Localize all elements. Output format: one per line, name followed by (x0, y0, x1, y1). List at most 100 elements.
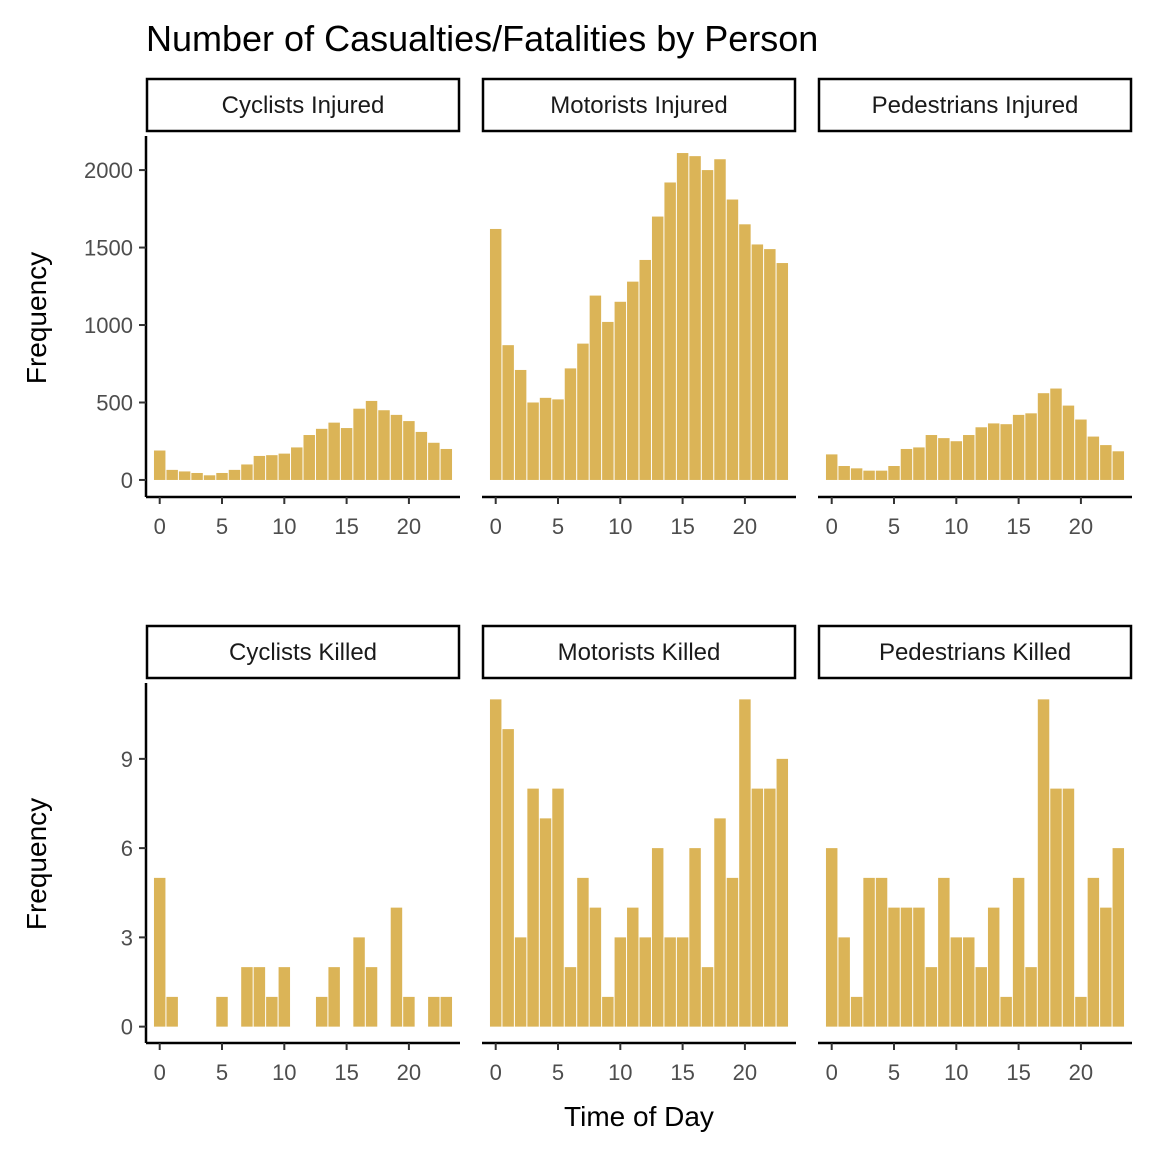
x-tick-label-cyclists-injured-10: 10 (272, 514, 296, 539)
bar-pedestrians-killed-10 (950, 937, 963, 1027)
x-tick-label-pedestrians-killed-20: 20 (1069, 1060, 1093, 1085)
bar-cyclists-injured-18 (378, 410, 390, 480)
bar-motorists-killed-19 (726, 877, 739, 1027)
bar-cyclists-injured-5 (216, 472, 228, 480)
x-tick-label-cyclists-injured-5: 5 (216, 514, 228, 539)
bar-cyclists-killed-14 (328, 967, 340, 1027)
panel-cyclists-injured: Cyclists Injured 0 500 1000 1500 2000 0 5 10 15 20 (84, 77, 461, 539)
bar-cyclists-killed-9 (266, 996, 278, 1027)
bar-pedestrians-injured-11 (963, 435, 975, 480)
bar-motorists-killed-21 (751, 788, 764, 1027)
bar-cyclists-killed-7 (241, 967, 253, 1027)
bar-pedestrians-injured-7 (913, 447, 925, 480)
bar-cyclists-killed-1 (166, 996, 178, 1027)
x-tick-label-pedestrians-killed-10: 10 (944, 1060, 968, 1085)
bar-cyclists-injured-2 (178, 471, 191, 480)
bar-motorists-killed-4 (539, 818, 552, 1027)
x-tick-label-pedestrians-injured-15: 15 (1006, 514, 1030, 539)
bar-cyclists-injured-22 (428, 442, 440, 480)
bar-pedestrians-killed-20 (1075, 996, 1087, 1027)
panel-motorists-injured: Motorists Injured 0 5 10 15 20 (481, 77, 797, 539)
strip-label-pedestrians-killed: Pedestrians Killed (879, 639, 1071, 666)
x-tick-label-motorists-injured-5: 5 (552, 514, 564, 539)
bar-cyclists-injured-13 (315, 428, 328, 480)
bar-cyclists-injured-8 (253, 455, 266, 480)
bar-cyclists-killed-8 (253, 967, 266, 1027)
panel-pedestrians-injured: Pedestrians Injured 0 5 10 15 20 (817, 77, 1133, 539)
bar-pedestrians-killed-8 (925, 967, 938, 1027)
strip-label-cyclists-killed: Cyclists Killed (229, 639, 377, 666)
x-tick-label-cyclists-injured-20: 20 (397, 514, 421, 539)
bar-motorists-killed-2 (514, 937, 527, 1027)
bar-pedestrians-killed-19 (1062, 788, 1075, 1027)
bar-pedestrians-killed-6 (900, 907, 913, 1027)
x-tick-label-cyclists-killed-5: 5 (216, 1060, 228, 1085)
bar-motorists-injured-0 (489, 228, 502, 480)
bar-pedestrians-injured-12 (975, 427, 987, 480)
bar-pedestrians-killed-22 (1100, 907, 1112, 1027)
bar-pedestrians-injured-8 (925, 435, 938, 480)
bar-cyclists-injured-16 (353, 408, 365, 480)
bar-motorists-injured-13 (651, 216, 664, 480)
bar-motorists-injured-8 (589, 295, 602, 480)
bar-pedestrians-killed-2 (850, 996, 863, 1027)
bar-pedestrians-killed-1 (838, 937, 850, 1027)
strip-box-motorists-injured (481, 77, 797, 133)
bar-cyclists-killed-22 (428, 996, 440, 1027)
bar-pedestrians-injured-16 (1025, 413, 1037, 480)
x-tick-label-motorists-killed-15: 15 (670, 1060, 694, 1085)
bar-motorists-killed-8 (589, 907, 602, 1027)
strip-box-motorists-killed (481, 624, 797, 680)
bar-pedestrians-killed-21 (1087, 877, 1100, 1027)
x-tick-label-motorists-killed-10: 10 (608, 1060, 632, 1085)
y-tick-label-cyclists-injured-2000: 2000 (84, 158, 133, 183)
x-tick-label-motorists-injured-0: 0 (490, 514, 502, 539)
bar-cyclists-killed-10 (278, 967, 291, 1027)
x-tick-label-pedestrians-killed-5: 5 (888, 1060, 900, 1085)
bar-pedestrians-injured-17 (1037, 393, 1050, 480)
bar-cyclists-injured-0 (153, 450, 166, 480)
bar-motorists-killed-1 (502, 729, 514, 1027)
bar-cyclists-killed-0 (153, 877, 166, 1027)
bar-pedestrians-injured-15 (1012, 414, 1025, 480)
x-tick-label-cyclists-injured-15: 15 (334, 514, 358, 539)
bar-pedestrians-injured-2 (850, 468, 863, 480)
bar-motorists-killed-15 (676, 937, 689, 1027)
bar-cyclists-injured-9 (266, 455, 278, 480)
x-tick-label-pedestrians-injured-5: 5 (888, 514, 900, 539)
x-tick-label-pedestrians-killed-15: 15 (1006, 1060, 1030, 1085)
bar-cyclists-injured-19 (390, 414, 403, 480)
bar-motorists-killed-7 (577, 877, 589, 1027)
bar-motorists-injured-10 (614, 301, 627, 480)
strip-box-pedestrians-killed (817, 624, 1133, 680)
bar-motorists-killed-10 (614, 937, 627, 1027)
bar-pedestrians-injured-4 (875, 470, 888, 480)
bar-motorists-injured-16 (689, 156, 701, 480)
bar-cyclists-injured-3 (191, 472, 203, 480)
panel-cyclists-killed: Cyclists Killed 0 3 6 9 0 5 10 15 20 (121, 624, 461, 1085)
chart-title: Number of Casualties/Fatalities by Perso… (146, 18, 818, 59)
bar-pedestrians-injured-14 (1000, 424, 1012, 480)
y-tick-label-cyclists-injured-500: 500 (96, 390, 133, 415)
bar-pedestrians-killed-17 (1037, 699, 1050, 1027)
x-tick-label-motorists-killed-20: 20 (733, 1060, 757, 1085)
bar-cyclists-injured-12 (303, 435, 315, 480)
bar-pedestrians-killed-15 (1012, 877, 1025, 1027)
bar-motorists-killed-23 (776, 758, 789, 1027)
strip-label-pedestrians-injured: Pedestrians Injured (872, 92, 1079, 119)
bar-cyclists-injured-6 (228, 469, 241, 480)
strip-box-cyclists-killed (145, 624, 461, 680)
bar-pedestrians-injured-0 (825, 454, 838, 480)
y-axis-title-bottom: Frequency (21, 798, 52, 930)
bar-motorists-killed-20 (739, 699, 751, 1027)
bar-pedestrians-injured-1 (838, 466, 850, 480)
panel-motorists-killed: Motorists Killed 0 5 10 15 20 (481, 624, 797, 1085)
bar-cyclists-injured-21 (415, 431, 428, 480)
bar-cyclists-injured-23 (440, 448, 453, 480)
bar-pedestrians-killed-16 (1025, 967, 1037, 1027)
bar-pedestrians-killed-0 (825, 848, 838, 1027)
bar-pedestrians-injured-3 (863, 470, 875, 480)
bar-motorists-injured-22 (764, 249, 776, 480)
